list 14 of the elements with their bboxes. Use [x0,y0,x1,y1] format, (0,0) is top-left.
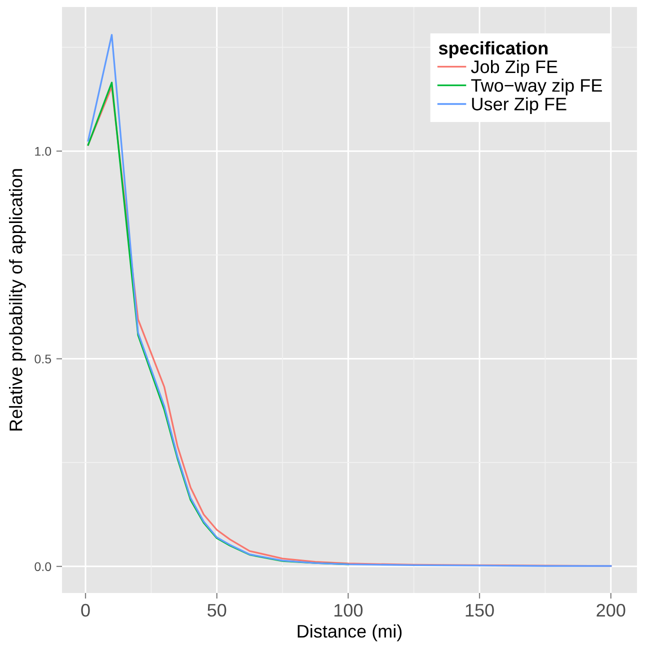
x-tick-label: 0 [81,604,90,617]
y-axis-title: Relative probability of application [9,169,26,430]
y-tick-label: 0.5 [34,354,52,364]
legend-label: User Zip FE [472,97,566,114]
legend-title: specification [438,41,548,58]
legend-label: Two−way zip FE [471,78,602,96]
y-tick-label: 0.0 [34,562,52,572]
x-tick-label: 150 [466,604,494,617]
x-tick-label: 50 [208,604,226,617]
legend-label: Job Zip FE [471,60,558,77]
y-tick-label: 1.0 [35,146,52,156]
x-tick-label: 200 [596,604,626,617]
x-axis-title: Distance (mi) [298,624,402,642]
x-tick-label: 100 [334,604,363,617]
